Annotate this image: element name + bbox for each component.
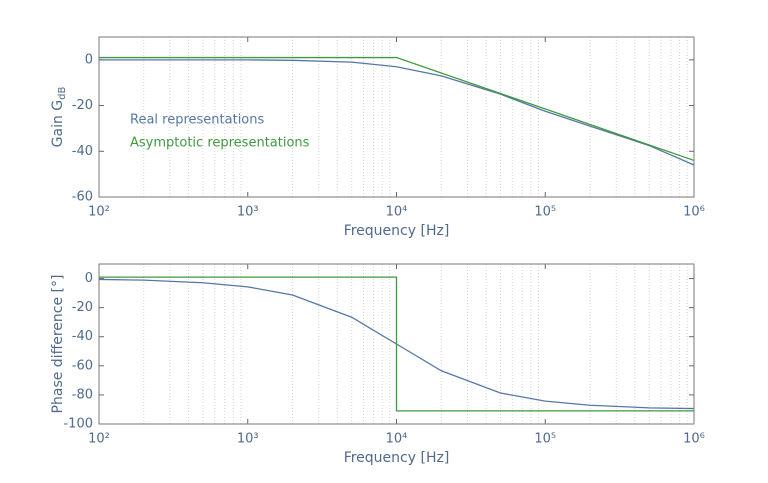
y-tick-label: -40	[72, 144, 93, 159]
legend-entry: Real representations	[130, 113, 264, 128]
y-tick-label: 0	[85, 52, 93, 67]
axes-frame	[98, 263, 695, 425]
series-line	[99, 276, 694, 412]
y-axis-label: Phase difference [°]	[50, 275, 66, 414]
x-tick-label: 10⁴	[386, 432, 408, 447]
x-tick-label: 10²	[88, 205, 110, 220]
x-tick-label: 10⁵	[534, 432, 556, 447]
y-axis-label-main: Phase difference [°]	[50, 275, 66, 414]
legend-entry: Asymptotic representations	[130, 136, 310, 151]
x-tick-label: 10⁶	[683, 205, 705, 220]
y-tick-label: -20	[72, 300, 93, 315]
y-tick-label: -40	[72, 329, 93, 344]
series-line	[99, 56, 695, 162]
y-tick-label: -100	[63, 417, 93, 432]
series-line	[99, 59, 695, 166]
x-axis-label: Frequency [Hz]	[344, 450, 450, 466]
x-tick-label: 10⁴	[386, 205, 408, 220]
y-axis-label: Gain GdB	[50, 87, 68, 148]
y-tick-label: -20	[72, 98, 93, 113]
x-tick-label: 10³	[237, 205, 259, 220]
y-axis-label-main: Gain G	[50, 100, 66, 148]
y-tick-label: 0	[85, 271, 93, 286]
y-tick-label: -60	[72, 358, 93, 373]
x-tick-label: 10³	[237, 432, 259, 447]
axes-frame	[98, 36, 695, 198]
y-tick-label: -60	[72, 190, 93, 205]
y-tick-label: -80	[72, 387, 93, 402]
x-tick-label: 10⁵	[534, 205, 556, 220]
x-tick-label: 10⁶	[683, 432, 705, 447]
x-tick-label: 10²	[88, 432, 110, 447]
y-axis-label-subscript: dB	[57, 87, 68, 100]
x-axis-label: Frequency [Hz]	[344, 223, 450, 239]
